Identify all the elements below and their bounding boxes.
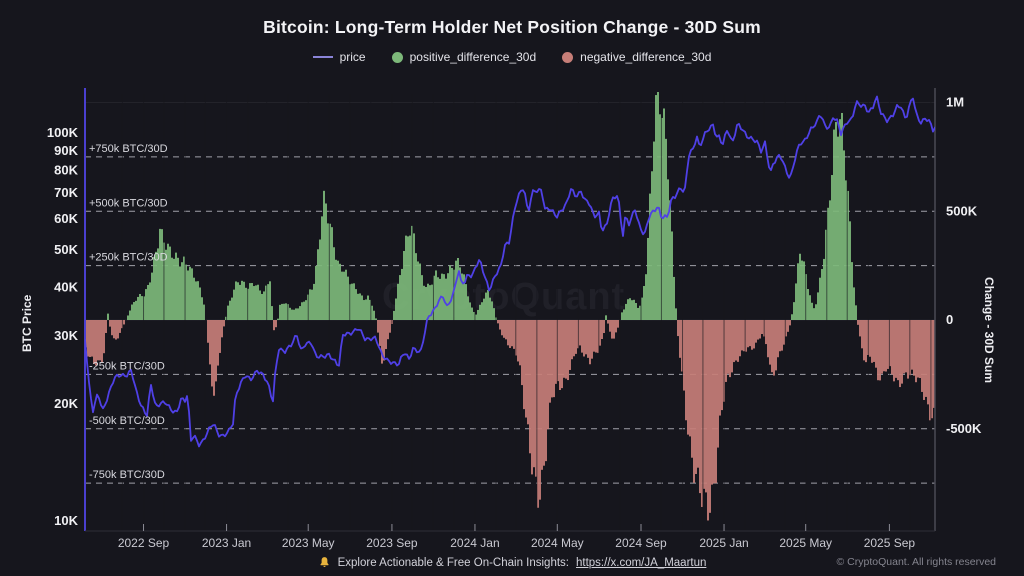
legend-label-negative: negative_difference_30d bbox=[580, 50, 712, 64]
left-axis-title: BTC Price bbox=[20, 294, 34, 352]
threshold-label: +250k BTC/30D bbox=[89, 252, 168, 264]
left-tick-label: 20K bbox=[54, 396, 78, 411]
threshold-label: -250k BTC/30D bbox=[89, 360, 165, 372]
footer-banner: Explore Actionable & Free On-Chain Insig… bbox=[0, 554, 1024, 571]
left-tick-label: 10K bbox=[54, 513, 78, 528]
left-tick-label: 70K bbox=[54, 185, 78, 200]
x-tick-label: 2023 Jan bbox=[202, 536, 251, 550]
positive-dot-icon bbox=[391, 51, 403, 63]
threshold-label: -500k BTC/30D bbox=[89, 415, 165, 427]
right-tick-label: 0 bbox=[946, 312, 953, 327]
footer-text: Explore Actionable & Free On-Chain Insig… bbox=[337, 556, 569, 569]
page-title: Bitcoin: Long-Term Holder Net Position C… bbox=[263, 17, 761, 37]
x-tick-label: 2023 Sep bbox=[366, 536, 418, 550]
legend-item-price[interactable]: price bbox=[312, 50, 366, 64]
x-tick-label: 2025 Jan bbox=[699, 536, 748, 550]
x-tick-label: 2024 Jan bbox=[450, 536, 499, 550]
footer-link[interactable]: https://x.com/JA_Maartun bbox=[576, 556, 707, 569]
threshold-label: +750k BTC/30D bbox=[89, 143, 168, 155]
legend-item-negative-difference[interactable]: negative_difference_30d bbox=[562, 50, 711, 64]
left-tick-label: 100K bbox=[47, 125, 79, 140]
x-tick-label: 2023 May bbox=[282, 536, 335, 550]
threshold-label: -750k BTC/30D bbox=[89, 469, 165, 481]
left-tick-label: 80K bbox=[54, 163, 78, 178]
left-tick-label: 40K bbox=[54, 279, 78, 294]
legend-item-positive-difference[interactable]: positive_difference_30d bbox=[391, 50, 537, 64]
x-tick-label: 2024 May bbox=[531, 536, 584, 550]
net-position-bars bbox=[85, 92, 935, 521]
copyright-text: © CryptoQuant. All rights reserved bbox=[836, 556, 996, 568]
bell-icon bbox=[320, 557, 329, 567]
legend-label-price: price bbox=[339, 50, 366, 64]
right-tick-label: -500K bbox=[946, 421, 982, 436]
x-tick-label: 2025 May bbox=[779, 536, 832, 550]
right-tick-label: 500K bbox=[946, 203, 978, 218]
legend-label-positive: positive_difference_30d bbox=[409, 50, 537, 64]
left-tick-label: 60K bbox=[54, 211, 78, 226]
left-tick-label: 90K bbox=[54, 143, 78, 158]
monthly-gridlines bbox=[121, 94, 932, 531]
right-axis-title: Change - 30D Sum bbox=[982, 276, 996, 384]
x-tick-label: 2024 Sep bbox=[615, 536, 667, 550]
left-tick-label: 50K bbox=[54, 242, 78, 257]
negative-dot-icon bbox=[562, 51, 574, 63]
x-tick-label: 2025 Sep bbox=[864, 536, 916, 550]
right-tick-label: 1M bbox=[946, 95, 964, 110]
price-line-swatch-icon bbox=[312, 56, 333, 58]
price-line bbox=[85, 95, 935, 448]
chart-legend: price positive_difference_30d negative_d… bbox=[0, 50, 1024, 64]
left-tick-label: 30K bbox=[54, 328, 78, 343]
threshold-label: +500k BTC/30D bbox=[89, 197, 168, 209]
x-tick-label: 2022 Sep bbox=[118, 536, 170, 550]
